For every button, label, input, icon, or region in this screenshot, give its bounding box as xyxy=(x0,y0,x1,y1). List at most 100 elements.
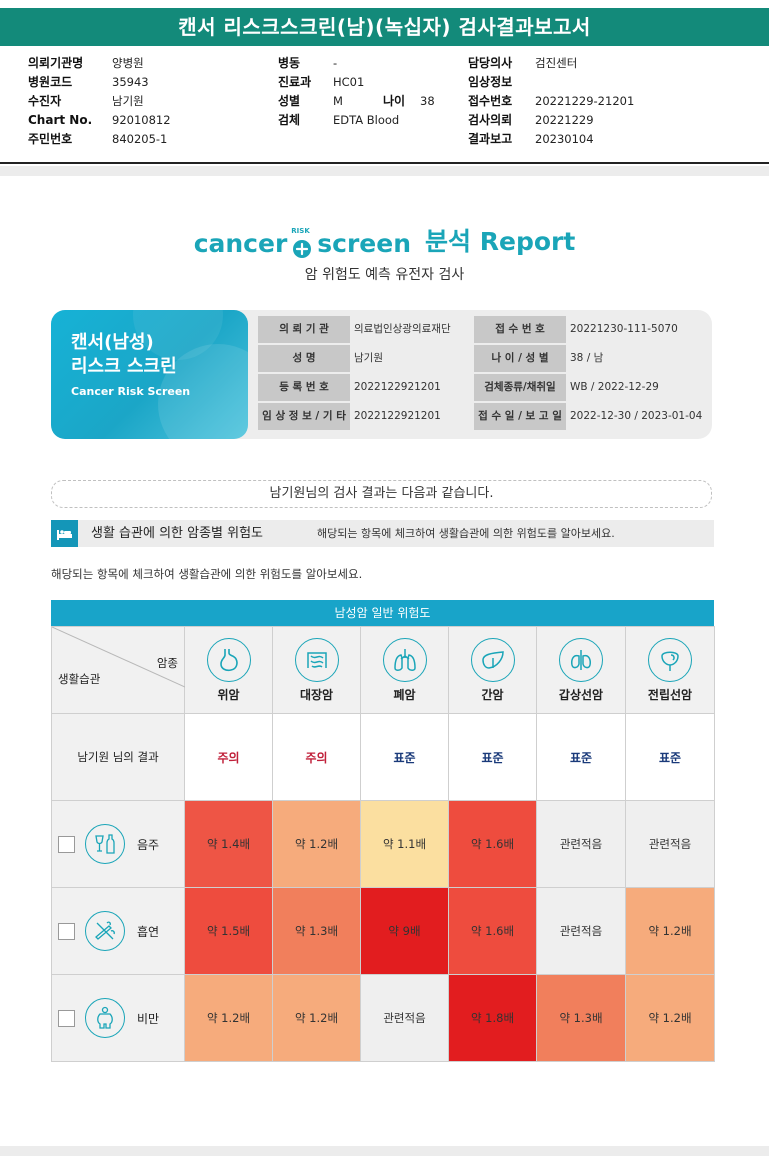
meta-label: 검체 xyxy=(278,113,301,127)
result-status: 주의 xyxy=(305,750,328,765)
cancer-col-colon: 대장암 xyxy=(272,626,361,714)
obesity-icon xyxy=(85,998,125,1038)
cancer-name: 갑상선암 xyxy=(558,687,604,702)
cancer-name: 폐암 xyxy=(393,687,416,702)
meta-label: 병동 xyxy=(278,56,301,70)
risk-cell: 약 1.6배 xyxy=(448,887,537,975)
info-label: 성 명 xyxy=(258,345,350,372)
info-label: 의 뢰 기 관 xyxy=(258,316,350,343)
meta-label: 진료과 xyxy=(278,75,312,89)
meta-label: 주민번호 xyxy=(28,132,73,146)
result-notice: 남기원님의 검사 결과는 다음과 같습니다. xyxy=(51,480,712,508)
bed-icon xyxy=(51,520,78,547)
meta-label: 병원코드 xyxy=(28,75,73,89)
age-label: 나이 xyxy=(383,94,406,108)
cancer-name: 간암 xyxy=(481,687,504,702)
patient-info-card: 캔서(남성) 리스크 스크린 Cancer Risk Screen 의 뢰 기 … xyxy=(51,310,712,439)
risk-table: 암종 생활습관 위암 대장암 폐암 간암 xyxy=(51,626,715,1062)
brand-screen: screen xyxy=(317,229,412,258)
result-status: 주의 xyxy=(217,750,240,765)
info-value: 2022-12-30 / 2023-01-04 xyxy=(570,410,703,422)
risk-cell: 약 1.2배 xyxy=(184,974,273,1062)
meta-col-1: 의뢰기관명 양병원 병원코드 35943 수진자 남기원 Chart No. 92010… xyxy=(28,54,171,149)
meta-value: 35943 xyxy=(112,75,149,89)
footer-band xyxy=(0,1146,769,1156)
habit-row-obesity: 비만 약 1.2배 약 1.2배 관련적음 약 1.8배 약 1.3배 약 1.… xyxy=(51,974,715,1062)
cancer-name: 위암 xyxy=(217,687,240,702)
risk-cell: 약 1.5배 xyxy=(184,887,273,975)
meta-value: HC01 xyxy=(333,75,365,89)
brand-cancer: cancer xyxy=(193,229,288,258)
section-bar: 생활 습관에 의한 암종별 위험도 해당되는 항목에 체크하여 생활습관에 의한… xyxy=(51,520,714,547)
risk-cell: 약 1.2배 xyxy=(625,887,715,975)
risk-cell: 약 1.3배 xyxy=(536,974,626,1062)
header-divider xyxy=(0,162,769,164)
cancer-col-thyroid: 갑상선암 xyxy=(536,626,626,714)
info-value: 38 / 남 xyxy=(570,352,604,364)
habit-name: 비만 xyxy=(137,1011,160,1026)
result-cell: 주의 xyxy=(184,713,273,801)
smoking-checkbox[interactable] xyxy=(58,922,75,940)
info-row: 성 명 남기원 나 이 / 성 별 38 / 남 xyxy=(258,344,704,373)
meta-value: 양병원 xyxy=(112,56,144,70)
meta-col-3: 담당의사 검진센터 임상정보 접수번호 20221229-21201 검사의뢰 202… xyxy=(468,54,634,149)
meta-label: 접수번호 xyxy=(468,94,513,108)
result-cell: 표준 xyxy=(536,713,626,801)
info-label: 접 수 일 / 보 고 일 xyxy=(474,403,566,430)
meta-label: 수진자 xyxy=(28,94,62,108)
info-row: 등 록 번 호 2022122921201 검체종류/채취일 WB / 2022… xyxy=(258,373,704,402)
cancer-name: 전립선암 xyxy=(647,687,693,702)
habit-row-smoking: 흡연 약 1.5배 약 1.3배 약 9배 약 1.6배 관련적음 약 1.2배 xyxy=(51,887,715,975)
corner-top-label: 암종 xyxy=(156,656,178,670)
meta-value: 92010812 xyxy=(112,113,171,127)
age-value: 38 xyxy=(420,94,435,108)
alcohol-icon xyxy=(85,824,125,864)
risk-mark-icon: RISK xyxy=(290,227,314,258)
result-status: 표준 xyxy=(481,750,504,765)
corner-bottom-label: 생활습관 xyxy=(58,672,101,686)
result-cell: 표준 xyxy=(625,713,715,801)
risk-cell: 약 1.8배 xyxy=(448,974,537,1062)
risk-cell: 관련적음 xyxy=(536,800,626,888)
info-value: 남기원 xyxy=(354,352,383,364)
meta-label: 검사의뢰 xyxy=(468,113,513,127)
result-cell: 표준 xyxy=(360,713,449,801)
cancer-col-stomach: 위암 xyxy=(184,626,273,714)
result-status: 표준 xyxy=(569,750,593,765)
info-row: 의 뢰 기 관 의료법인상광의료재단 접 수 번 호 20221230-111-… xyxy=(258,315,704,344)
risk-cell: 관련적음 xyxy=(625,800,715,888)
risk-cell: 약 1.1배 xyxy=(360,800,449,888)
info-table: 의 뢰 기 관 의료법인상광의료재단 접 수 번 호 20221230-111-… xyxy=(258,315,704,431)
info-label: 검체종류/채취일 xyxy=(474,374,566,401)
card-title-en: Cancer Risk Screen xyxy=(71,385,191,398)
risk-table-header: 남성암 일반 위험도 xyxy=(51,600,714,626)
meta-value: 검진센터 xyxy=(535,56,578,70)
table-description: 해당되는 항목에 체크하여 생활습관에 의한 위험도를 알아보세요. xyxy=(51,567,363,581)
habit-name: 음주 xyxy=(137,837,160,852)
meta-col-2: 병동 - 진료과 HC01 성별 M 나이 38 검체 EDTA Blood xyxy=(278,54,435,130)
info-value: WB / 2022-12-29 xyxy=(570,381,659,393)
meta-value: 남기원 xyxy=(112,94,144,108)
card-title-2: 리스크 스크린 xyxy=(71,356,177,377)
cancer-col-lung: 폐암 xyxy=(360,626,449,714)
smoking-icon xyxy=(85,911,125,951)
risk-cell: 약 1.4배 xyxy=(184,800,273,888)
info-label: 임 상 정 보 / 기 타 xyxy=(258,403,350,430)
risk-cell: 약 1.2배 xyxy=(625,974,715,1062)
liver-icon xyxy=(470,637,515,682)
table-corner: 암종 생활습관 xyxy=(51,626,185,714)
header-band xyxy=(0,166,769,176)
info-label: 등 록 번 호 xyxy=(258,374,350,401)
risk-cell: 관련적음 xyxy=(360,974,449,1062)
meta-label: 결과보고 xyxy=(468,132,513,146)
result-status: 표준 xyxy=(393,750,416,765)
info-value: 2022122921201 xyxy=(354,381,441,393)
meta-value: EDTA Blood xyxy=(333,113,400,127)
info-value: 20221230-111-5070 xyxy=(570,323,678,335)
meta-label: 담당의사 xyxy=(468,56,513,70)
section-title: 생활 습관에 의한 암종별 위험도 xyxy=(91,526,264,541)
meta-value: 20221229 xyxy=(535,113,594,127)
meta-value: M xyxy=(333,94,343,108)
obesity-checkbox[interactable] xyxy=(58,1009,75,1027)
alcohol-checkbox[interactable] xyxy=(58,835,75,853)
